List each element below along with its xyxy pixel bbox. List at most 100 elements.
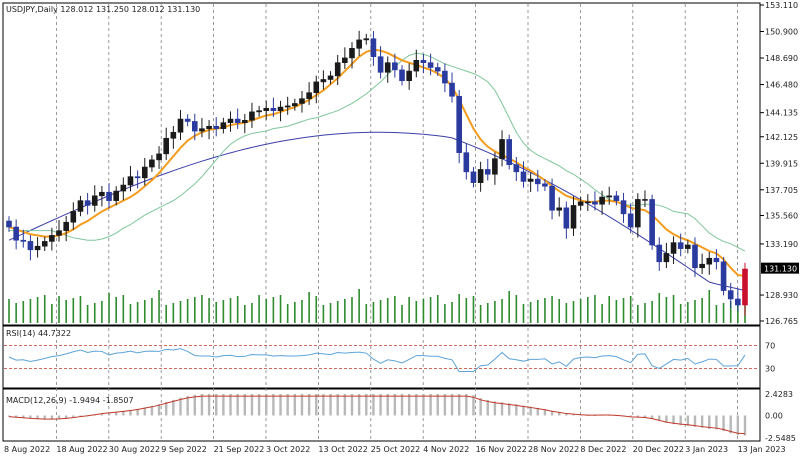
candle[interactable]	[242, 114, 248, 134]
candle[interactable]	[449, 72, 455, 103]
candle[interactable]	[635, 193, 641, 238]
candle[interactable]	[556, 197, 563, 217]
candle[interactable]	[349, 42, 355, 69]
candle[interactable]	[191, 113, 198, 141]
candle[interactable]	[113, 186, 119, 206]
candle[interactable]	[163, 127, 170, 161]
candle[interactable]	[6, 216, 12, 232]
candle[interactable]	[334, 55, 341, 86]
candle[interactable]	[41, 236, 48, 252]
candle[interactable]	[620, 192, 627, 223]
candle[interactable]	[434, 62, 441, 76]
candle[interactable]	[442, 63, 448, 93]
candle[interactable]	[320, 70, 327, 90]
candle[interactable]	[534, 169, 541, 192]
candle[interactable]	[570, 196, 577, 236]
candle[interactable]	[592, 191, 598, 211]
candle[interactable]	[399, 65, 405, 86]
candle[interactable]	[356, 30, 362, 56]
candle[interactable]	[84, 192, 91, 215]
candle[interactable]	[299, 91, 305, 113]
candle[interactable]	[49, 227, 55, 251]
candle[interactable]	[499, 130, 505, 167]
candle[interactable]	[91, 185, 98, 212]
candle[interactable]	[313, 75, 320, 104]
candle[interactable]	[477, 161, 484, 192]
candle[interactable]	[584, 194, 591, 211]
candle[interactable]	[70, 202, 77, 230]
candle[interactable]	[327, 71, 334, 85]
candle[interactable]	[306, 82, 312, 105]
candle[interactable]	[177, 109, 184, 140]
candle[interactable]	[627, 203, 634, 234]
candle[interactable]	[406, 63, 412, 90]
candle[interactable]	[220, 117, 227, 134]
candle[interactable]	[156, 146, 162, 169]
candle[interactable]	[463, 143, 470, 180]
candle[interactable]	[642, 190, 648, 208]
candle[interactable]	[484, 158, 491, 181]
candle[interactable]	[256, 105, 262, 117]
candle[interactable]	[427, 53, 434, 76]
candle[interactable]	[20, 229, 27, 248]
candle[interactable]	[613, 191, 620, 206]
candle[interactable]	[77, 195, 84, 217]
candle[interactable]	[284, 96, 291, 115]
candle[interactable]	[735, 288, 741, 312]
candle[interactable]	[720, 257, 727, 296]
candle[interactable]	[149, 155, 155, 172]
candle[interactable]	[134, 170, 141, 189]
candle[interactable]	[63, 215, 69, 242]
candle[interactable]	[542, 179, 548, 192]
candle[interactable]	[27, 235, 34, 261]
candle[interactable]	[377, 46, 384, 79]
candle[interactable]	[727, 282, 734, 309]
candle[interactable]	[577, 197, 584, 211]
candle[interactable]	[513, 156, 520, 181]
candle[interactable]	[606, 186, 613, 205]
candle[interactable]	[649, 194, 655, 250]
candle[interactable]	[277, 100, 284, 122]
candle[interactable]	[206, 120, 212, 140]
candle[interactable]	[599, 190, 605, 215]
candle[interactable]	[342, 47, 348, 69]
candle[interactable]	[106, 183, 112, 209]
candle[interactable]	[127, 166, 134, 192]
candle[interactable]	[56, 220, 62, 242]
candle[interactable]	[470, 167, 477, 188]
candle[interactable]	[13, 219, 19, 250]
candle[interactable]	[199, 118, 205, 138]
candle[interactable]	[713, 249, 720, 270]
candle[interactable]	[234, 108, 241, 129]
candle[interactable]	[677, 233, 684, 257]
candle[interactable]	[549, 178, 555, 220]
candle[interactable]	[670, 236, 677, 264]
candle[interactable]	[99, 185, 105, 207]
candle[interactable]	[742, 262, 748, 316]
candle[interactable]	[227, 111, 234, 132]
candle[interactable]	[370, 31, 377, 66]
candle[interactable]	[692, 237, 698, 277]
candle[interactable]	[656, 237, 663, 271]
candle[interactable]	[363, 33, 370, 45]
candle[interactable]	[420, 54, 427, 74]
candle[interactable]	[506, 134, 512, 170]
candle[interactable]	[563, 201, 570, 239]
candle[interactable]	[141, 157, 148, 186]
candle[interactable]	[270, 97, 277, 117]
candle[interactable]	[413, 49, 420, 78]
candle[interactable]	[120, 177, 127, 201]
candle[interactable]	[699, 253, 705, 275]
candle[interactable]	[384, 56, 391, 83]
candle[interactable]	[392, 53, 398, 78]
candle[interactable]	[263, 100, 270, 120]
candle[interactable]	[685, 240, 691, 254]
candle[interactable]	[249, 102, 255, 128]
candle[interactable]	[34, 237, 41, 258]
candle[interactable]	[213, 117, 220, 137]
candle[interactable]	[170, 126, 177, 149]
candle[interactable]	[292, 98, 298, 111]
candle[interactable]	[492, 152, 498, 185]
candle[interactable]	[456, 90, 462, 164]
